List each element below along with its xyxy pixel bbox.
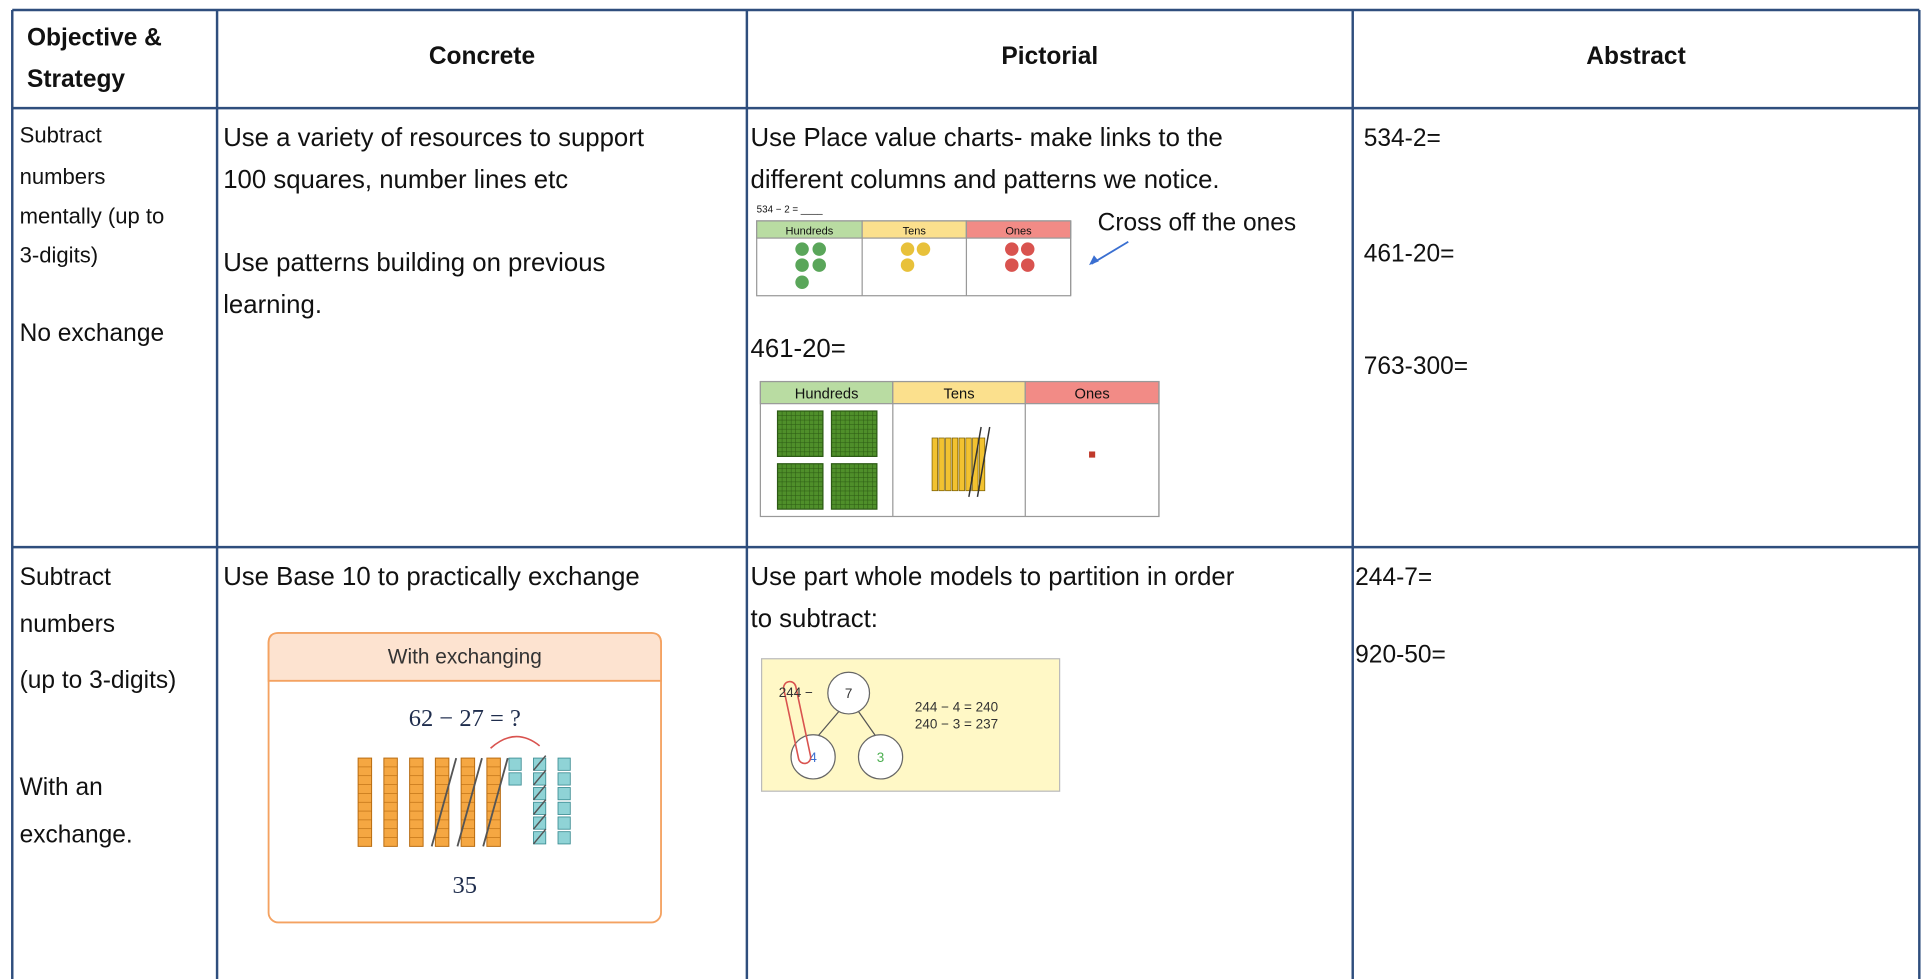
counter xyxy=(795,258,809,272)
cell-text: mentally (up to xyxy=(20,203,165,228)
cell-text: 100 squares, number lines etc xyxy=(223,166,568,194)
cell-text: numbers xyxy=(20,164,106,189)
header: Objective & xyxy=(27,25,162,52)
pv-column: Hundreds xyxy=(795,387,859,403)
header: Concrete xyxy=(429,43,535,70)
header: Strategy xyxy=(27,66,125,93)
cross-out xyxy=(482,757,509,847)
cell-text: Use part whole models to partition in or… xyxy=(751,563,1235,591)
one-cube xyxy=(508,772,522,786)
chart-title: 534 − 2 = ____ xyxy=(757,204,823,215)
arrow-head xyxy=(1089,255,1099,266)
pv-column: Ones xyxy=(1075,387,1110,403)
header: Pictorial xyxy=(1001,43,1098,70)
one-cube xyxy=(1089,451,1096,458)
one-cube xyxy=(557,757,571,771)
header: Abstract xyxy=(1586,43,1685,70)
counter xyxy=(795,275,809,289)
counter xyxy=(1020,242,1035,256)
counter xyxy=(795,242,809,256)
counter xyxy=(1020,258,1035,272)
counter xyxy=(1005,258,1019,272)
one-cube xyxy=(557,787,571,801)
part-circle xyxy=(857,734,904,780)
part-circle xyxy=(827,671,871,715)
image-title: With exchanging xyxy=(388,646,542,669)
one-cube xyxy=(557,772,571,786)
cell-text: Use Place value charts- make links to th… xyxy=(751,124,1223,152)
cell-text: With an xyxy=(20,774,103,801)
one-cube xyxy=(508,757,522,771)
pv-column: Hundreds xyxy=(786,225,834,237)
cross-out xyxy=(532,784,547,801)
pv-column: Ones xyxy=(1005,225,1032,237)
answer: 35 xyxy=(453,872,478,899)
cell-text: 920-50= xyxy=(1355,641,1446,668)
cross-out xyxy=(430,757,458,847)
one-cube xyxy=(557,831,571,845)
part-label: 7 xyxy=(845,686,852,701)
note: Cross off the ones xyxy=(1098,210,1297,237)
cell-text: (up to 3-digits) xyxy=(20,667,177,694)
cross-out xyxy=(532,799,547,815)
part-label: 4 xyxy=(809,750,817,765)
ten-rod xyxy=(938,437,945,492)
pv-column: Tens xyxy=(903,225,927,237)
cross-out xyxy=(532,769,547,786)
ten-rod xyxy=(945,437,952,492)
equation: 62 − 27 = ? xyxy=(409,705,521,732)
counter xyxy=(1005,242,1019,256)
counter xyxy=(900,258,915,272)
cell-text: numbers xyxy=(20,611,115,638)
cross-out xyxy=(976,426,991,497)
ten-rod xyxy=(965,437,972,492)
pv-column: Tens xyxy=(944,387,975,403)
cell-text: Subtract xyxy=(20,122,102,147)
cell-text: different columns and patterns we notice… xyxy=(751,166,1220,194)
counter xyxy=(812,258,826,272)
cell-text: 461-20= xyxy=(1364,240,1455,267)
one-cube xyxy=(557,801,571,815)
cell-text: Use patterns building on previous xyxy=(223,249,605,277)
highlight xyxy=(782,680,812,765)
cross-out xyxy=(532,828,547,845)
cell-text: Use a variety of resources to support xyxy=(223,124,644,152)
cell-text: Use Base 10 to practically exchange xyxy=(223,563,640,591)
cross-out xyxy=(532,814,547,830)
cross-out xyxy=(456,757,483,847)
step: 240 − 3 = 237 xyxy=(915,717,998,732)
cell-text: 763-300= xyxy=(1364,353,1468,380)
image-header xyxy=(267,632,662,682)
ten-rod xyxy=(931,437,938,492)
cell-text: 461-20= xyxy=(751,335,846,363)
cell-text: Subtract xyxy=(20,564,111,591)
one-cube xyxy=(557,816,571,830)
link xyxy=(857,711,877,737)
whole-label: 244 − xyxy=(779,685,813,700)
cell-text: 3-digits) xyxy=(20,243,98,268)
part-label: 3 xyxy=(877,750,885,765)
cell-text: 534-2= xyxy=(1364,125,1441,152)
ten-rod xyxy=(978,437,986,492)
ten-rod xyxy=(958,437,965,492)
exchange-arrow xyxy=(490,735,541,749)
counter xyxy=(900,242,915,256)
part-circle xyxy=(790,734,836,780)
counter xyxy=(916,242,931,256)
cell-text: to subtract: xyxy=(751,605,878,633)
cell-text: 244-7= xyxy=(1355,564,1432,591)
cell-text: learning. xyxy=(223,291,322,319)
cell-text: No exchange xyxy=(20,320,164,347)
link xyxy=(817,711,840,737)
cross-out xyxy=(532,755,547,771)
cell-text: exchange. xyxy=(20,822,133,849)
cross-out xyxy=(968,426,982,497)
step: 244 − 4 = 240 xyxy=(915,699,998,714)
counter xyxy=(812,242,826,256)
ten-rod xyxy=(951,437,959,492)
